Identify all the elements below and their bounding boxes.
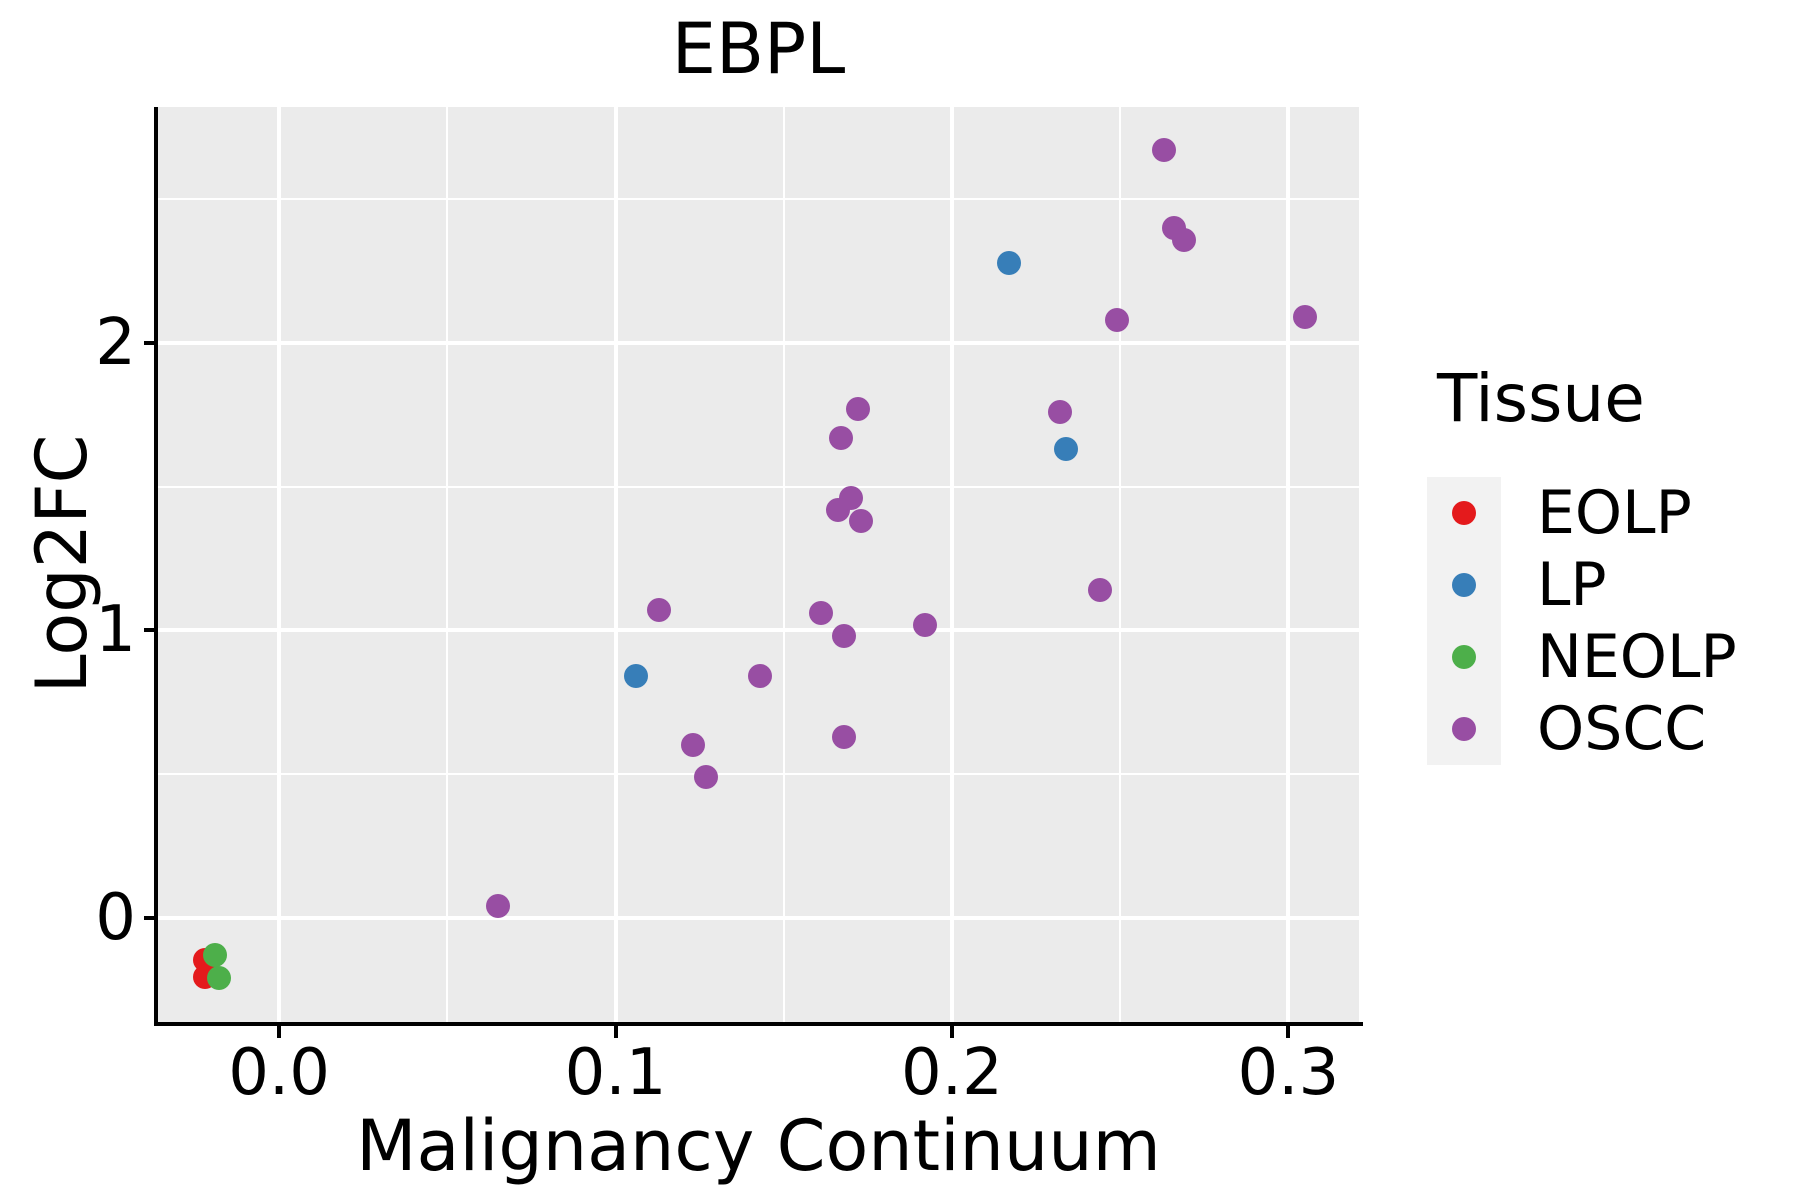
data-point-oscc [839,486,863,511]
data-point-oscc [647,598,672,623]
x-tick-label: 0.1 [564,1036,667,1110]
data-point-oscc [1047,400,1072,424]
data-point-oscc [832,624,857,649]
data-point-oscc [832,724,857,749]
data-point-oscc [680,733,705,758]
y-tick [144,341,156,345]
y-tick-label: 0 [95,880,136,955]
gridline-x-major [277,107,282,1022]
legend-dot-oscc [1452,717,1476,741]
legend-entry: LP [1427,549,1737,621]
x-tick-label: 0.3 [1237,1036,1340,1110]
legend-key [1427,477,1501,549]
x-tick [1286,1026,1291,1038]
data-point-oscc [845,397,870,422]
gridline-y-major [158,341,1359,345]
data-point-oscc [1104,308,1129,332]
data-point-oscc [1172,227,1197,252]
y-tick [144,628,156,633]
gridline-x-minor [782,107,785,1022]
x-tick [277,1026,282,1038]
x-tick-label: 0.0 [228,1036,330,1110]
data-point-oscc [748,664,773,689]
legend: Tissue EOLP LP NEOLP OSCC [1427,360,1737,765]
y-axis-title: Log2FC [21,434,103,694]
gridline-y-minor [158,773,1359,776]
x-tick [949,1026,954,1038]
gridline-x-minor [1119,107,1122,1022]
legend-key [1427,621,1501,693]
y-tick-label: 2 [95,306,136,380]
gridline-y-minor [158,198,1359,201]
chart-title: EBPL [671,8,846,90]
legend-entry: EOLP [1427,477,1737,549]
data-point-oscc [485,894,510,919]
legend-title: Tissue [1437,360,1645,437]
legend-entry: OSCC [1427,693,1737,765]
gridline-x-major [949,107,954,1022]
gridline-y-major [158,915,1359,920]
gridline-x-major [613,107,618,1022]
data-point-oscc [1151,138,1176,163]
gridline-x-major [1286,107,1291,1022]
legend-dot-lp [1452,573,1476,597]
plot-panel [158,107,1359,1022]
legend-label: NEOLP [1537,622,1737,692]
legend-entries: EOLP LP NEOLP OSCC [1427,477,1737,765]
x-tick-label: 0.2 [901,1036,1003,1110]
data-point-oscc [849,509,874,534]
data-point-oscc [913,612,938,637]
y-tick-label: 1 [95,593,136,668]
legend-key [1427,549,1501,621]
y-axis-line [154,107,158,1026]
data-point-neolp [203,943,228,968]
legend-label: LP [1537,550,1607,620]
gridline-x-minor [446,107,449,1022]
legend-label: EOLP [1537,478,1692,548]
data-point-lp [997,250,1022,275]
data-point-oscc [1087,578,1112,603]
data-point-lp [1054,437,1079,462]
data-point-lp [623,664,648,689]
x-axis-line [154,1022,1363,1026]
y-tick [144,915,156,920]
data-point-oscc [828,425,853,450]
legend-dot-eolp [1452,501,1476,525]
data-point-neolp [206,966,231,991]
data-point-oscc [1293,305,1318,330]
data-point-oscc [694,765,719,790]
legend-key [1427,693,1501,765]
gridline-y-minor [158,485,1359,488]
legend-dot-neolp [1452,645,1476,669]
x-axis-title: Malignancy Continuum [356,1105,1161,1187]
legend-entry: NEOLP [1427,621,1737,693]
legend-label: OSCC [1537,694,1707,764]
gridline-y-major [158,628,1359,633]
data-point-oscc [808,601,833,626]
x-tick [613,1026,618,1038]
